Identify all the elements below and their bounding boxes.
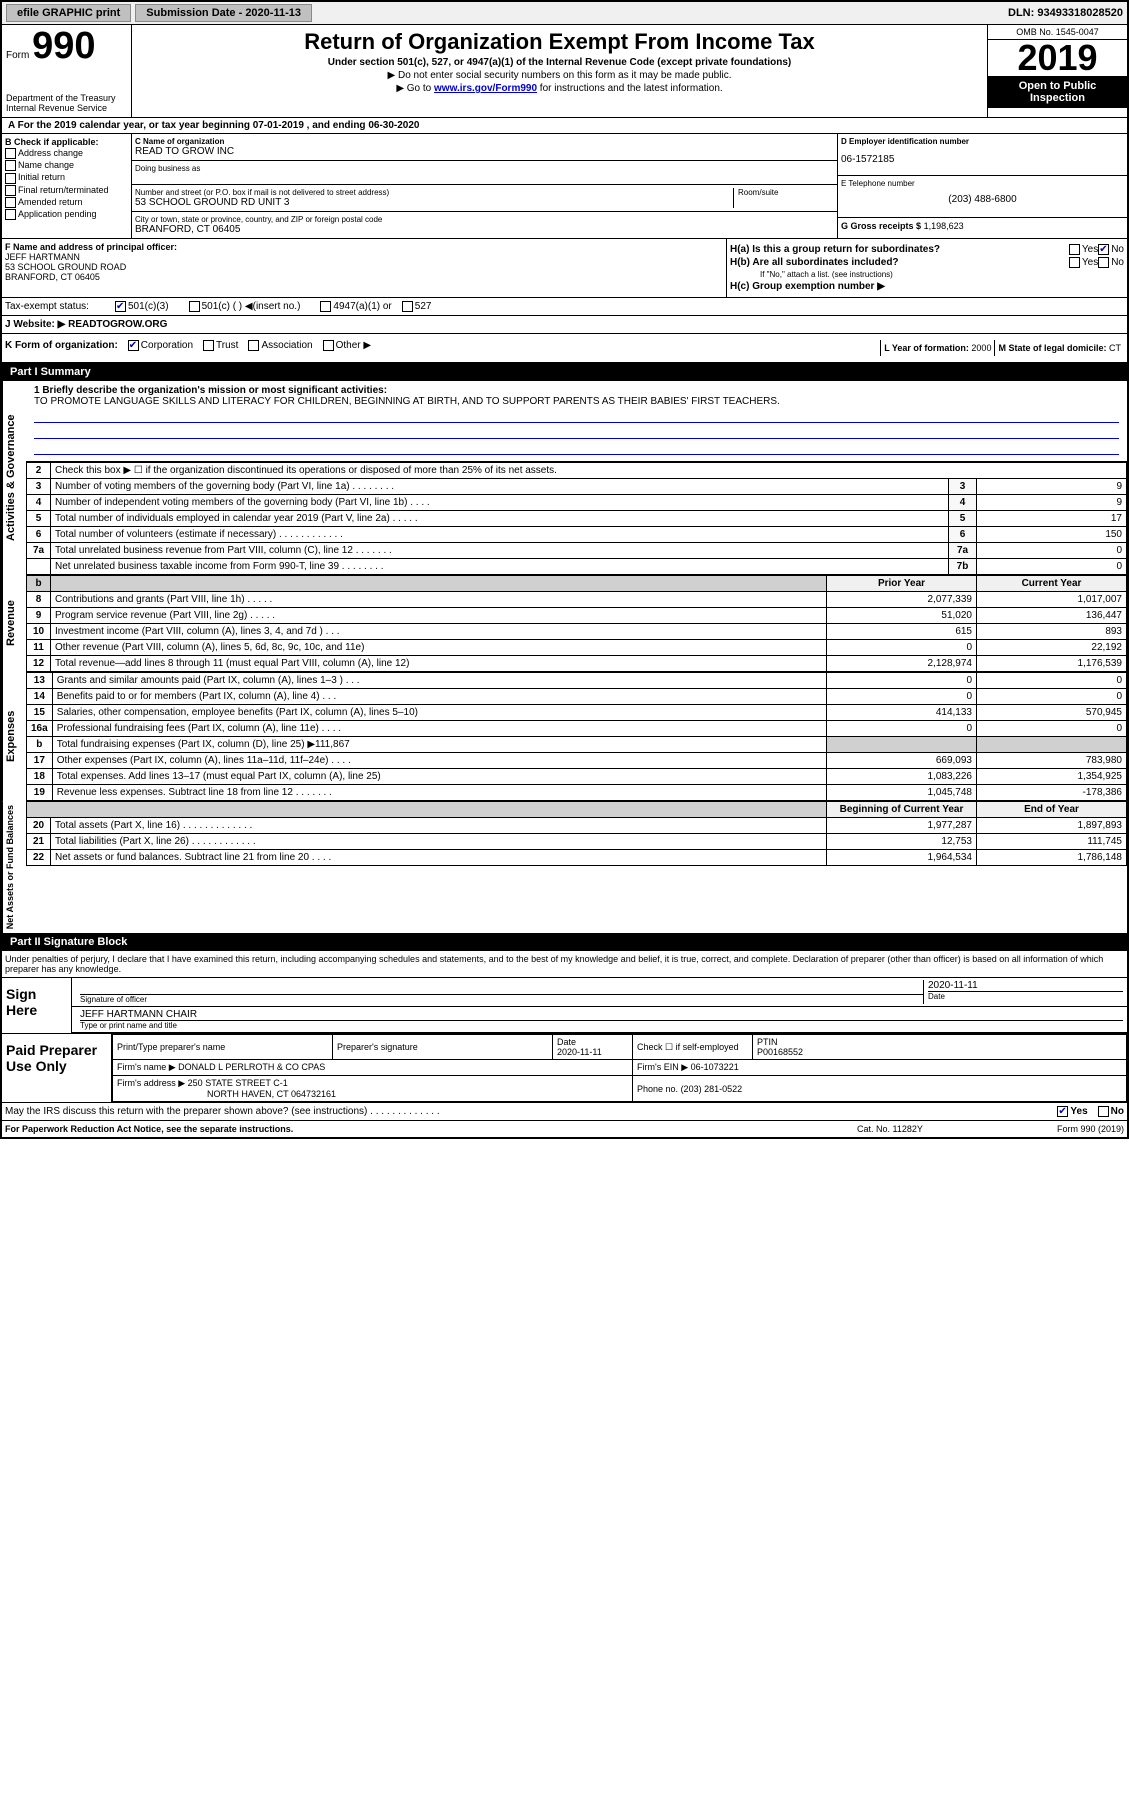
chk-addr-change[interactable] — [5, 148, 16, 159]
irs-link[interactable]: www.irs.gov/Form990 — [434, 83, 537, 94]
part1-header: Part I Summary — [2, 363, 1127, 381]
chk-final[interactable] — [5, 185, 16, 196]
dept-treasury: Department of the Treasury Internal Reve… — [6, 93, 127, 113]
officer-name: JEFF HARTMANN — [5, 252, 723, 262]
note-link: ▶ Go to www.irs.gov/Form990 for instruct… — [136, 83, 983, 94]
discuss-row: May the IRS discuss this return with the… — [2, 1102, 1127, 1120]
tax-year: 2019 — [988, 40, 1127, 76]
chk-name-change[interactable] — [5, 160, 16, 171]
chk-initial[interactable] — [5, 173, 16, 184]
submission-btn[interactable]: Submission Date - 2020-11-13 — [135, 4, 312, 22]
k-row: K Form of organization: Corporation Trus… — [2, 334, 1127, 363]
ein: 06-1572185 — [841, 154, 1124, 165]
expenses-table: 13Grants and similar amounts paid (Part … — [26, 672, 1127, 801]
chk-app-pending[interactable] — [5, 209, 16, 220]
efile-btn[interactable]: efile GRAPHIC print — [6, 4, 131, 22]
sign-here-row: Sign Here Signature of officer 2020-11-1… — [2, 978, 1127, 1033]
chk-amended[interactable] — [5, 197, 16, 208]
chk-ha-yes[interactable] — [1069, 244, 1080, 255]
year-cell: OMB No. 1545-0047 2019 Open to Public In… — [987, 25, 1127, 117]
org-name: READ TO GROW INC — [135, 146, 834, 157]
info-grid: B Check if applicable: Address change Na… — [2, 134, 1127, 239]
open-public: Open to Public Inspection — [988, 76, 1127, 108]
governance-table: 2Check this box ▶ ☐ if the organization … — [26, 462, 1127, 575]
chk-501c3[interactable] — [115, 301, 126, 312]
header: Form 990 Department of the Treasury Inte… — [2, 25, 1127, 118]
footer: For Paperwork Reduction Act Notice, see … — [2, 1120, 1127, 1137]
officer-typed: JEFF HARTMANN CHAIR — [80, 1009, 1123, 1020]
street-addr: 53 SCHOOL GROUND RD UNIT 3 — [135, 197, 729, 208]
chk-hb-yes[interactable] — [1069, 257, 1080, 268]
chk-hb-no[interactable] — [1098, 257, 1109, 268]
website: READTOGROW.ORG — [68, 319, 167, 330]
form-990-page: efile GRAPHIC print Submission Date - 20… — [0, 0, 1129, 1139]
sig-date: 2020-11-11 — [928, 980, 1123, 991]
side-revenue: Revenue — [2, 575, 26, 672]
year-formation: 2000 — [971, 343, 991, 353]
note-ssn: ▶ Do not enter social security numbers o… — [136, 70, 983, 81]
form-word: Form — [6, 50, 29, 61]
chk-discuss-no[interactable] — [1098, 1106, 1109, 1117]
part1-netassets: Net Assets or Fund Balances Beginning of… — [2, 801, 1127, 933]
main-title: Return of Organization Exempt From Incom… — [136, 29, 983, 55]
col-b: B Check if applicable: Address change Na… — [2, 134, 132, 238]
ptin: P00168552 — [757, 1047, 803, 1057]
netassets-table: Beginning of Current YearEnd of Year 20T… — [26, 801, 1127, 866]
part1-expenses: Expenses 13Grants and similar amounts pa… — [2, 672, 1127, 801]
gross-receipts: 1,198,623 — [924, 221, 964, 231]
chk-527[interactable] — [402, 301, 413, 312]
chk-trust[interactable] — [203, 340, 214, 351]
mission: TO PROMOTE LANGUAGE SKILLS AND LITERACY … — [34, 396, 1119, 407]
side-activities: Activities & Governance — [2, 381, 26, 575]
chk-discuss-yes[interactable] — [1057, 1106, 1068, 1117]
form-number-cell: Form 990 Department of the Treasury Inte… — [2, 25, 132, 117]
part2-header: Part II Signature Block — [2, 933, 1127, 951]
chk-other[interactable] — [323, 340, 334, 351]
website-row: J Website: ▶ READTOGROW.ORG — [2, 316, 1127, 334]
f-h-row: F Name and address of principal officer:… — [2, 239, 1127, 298]
firm-phone: (203) 281-0522 — [681, 1084, 743, 1094]
city-state: BRANFORD, CT 06405 — [135, 224, 834, 235]
chk-assoc[interactable] — [248, 340, 259, 351]
form-990: 990 — [32, 25, 95, 67]
col-right: D Employer identification number 06-1572… — [837, 134, 1127, 238]
firm-name: DONALD L PERLROTH & CO CPAS — [178, 1062, 325, 1072]
part1-revenue: Revenue bPrior YearCurrent Year 8Contrib… — [2, 575, 1127, 672]
part1-activities: Activities & Governance 1 Briefly descri… — [2, 381, 1127, 575]
chk-4947[interactable] — [320, 301, 331, 312]
firm-ein: 06-1073221 — [691, 1062, 739, 1072]
telephone: (203) 488-6800 — [841, 194, 1124, 205]
subtitle: Under section 501(c), 527, or 4947(a)(1)… — [136, 57, 983, 68]
period: A For the 2019 calendar year, or tax yea… — [2, 118, 1127, 134]
chk-501c[interactable] — [189, 301, 200, 312]
side-expenses: Expenses — [2, 672, 26, 801]
revenue-table: bPrior YearCurrent Year 8Contributions a… — [26, 575, 1127, 672]
side-netassets: Net Assets or Fund Balances — [2, 801, 26, 933]
col-cd: C Name of organization READ TO GROW INC … — [132, 134, 837, 238]
dln: DLN: 93493318028520 — [1008, 7, 1123, 19]
title-cell: Return of Organization Exempt From Incom… — [132, 25, 987, 117]
sig-intro: Under penalties of perjury, I declare th… — [2, 951, 1127, 978]
status-row: Tax-exempt status: 501(c)(3) 501(c) ( ) … — [2, 298, 1127, 316]
domicile: CT — [1109, 343, 1121, 353]
top-bar: efile GRAPHIC print Submission Date - 20… — [2, 2, 1127, 25]
chk-corp[interactable] — [128, 340, 139, 351]
paid-preparer-row: Paid Preparer Use Only Print/Type prepar… — [2, 1033, 1127, 1102]
chk-ha-no[interactable] — [1098, 244, 1109, 255]
